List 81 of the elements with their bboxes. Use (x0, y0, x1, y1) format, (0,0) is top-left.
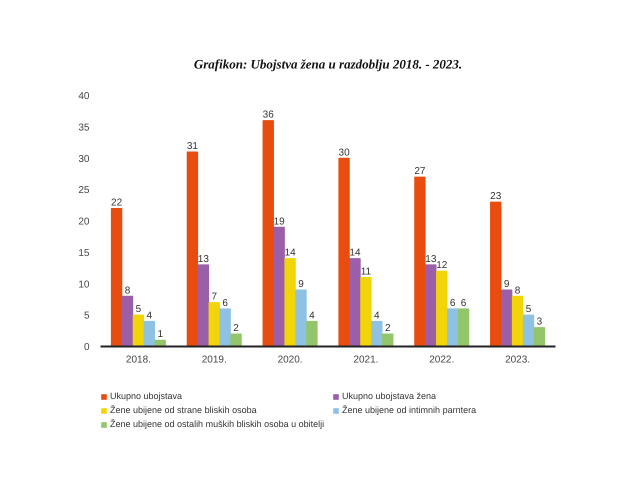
data-label: 5 (526, 304, 532, 316)
bar (154, 340, 166, 346)
y-tick-label: 15 (78, 248, 90, 259)
data-label: 22 (111, 197, 123, 208)
data-label: 13 (198, 254, 210, 265)
bar (262, 120, 274, 346)
bar (360, 276, 372, 346)
bar (534, 327, 546, 346)
data-label: 14 (349, 248, 361, 259)
bar (273, 226, 285, 346)
data-label: 27 (414, 166, 426, 178)
x-tick-label: 2020. (278, 354, 303, 366)
legend-label: Žene ubijene od strane bliskih osoba (110, 405, 258, 415)
bar (338, 158, 350, 346)
bar (208, 302, 220, 346)
bar (349, 258, 361, 346)
x-tick-label: 2021. (353, 354, 378, 366)
data-label: 31 (186, 140, 198, 152)
bar (371, 320, 383, 346)
y-tick-label: 10 (78, 279, 90, 290)
bar (382, 333, 394, 346)
y-tick-label: 20 (78, 216, 90, 228)
data-label: 11 (360, 266, 372, 278)
legend-label: Žene ubijene od intimnih parntera (342, 405, 478, 415)
bar (295, 290, 307, 346)
bar (306, 320, 318, 346)
data-label: 6 (450, 298, 456, 309)
bar (490, 202, 502, 346)
bar (230, 333, 242, 346)
bar (425, 264, 437, 346)
bar (132, 314, 144, 346)
data-label: 14 (284, 248, 296, 259)
data-label: 3 (536, 316, 543, 328)
bar (436, 270, 448, 346)
y-tick-label: 5 (84, 310, 90, 322)
y-tick-label: 30 (78, 154, 90, 165)
data-label: 1 (157, 329, 164, 340)
data-label: 8 (124, 285, 131, 296)
data-label: 4 (146, 310, 153, 322)
bar (458, 308, 470, 346)
data-label: 36 (262, 110, 274, 121)
data-label: 19 (274, 216, 286, 228)
bar (198, 264, 210, 346)
bar (522, 314, 534, 346)
data-label: 8 (514, 285, 521, 296)
data-label: 9 (298, 279, 304, 290)
data-label: 6 (222, 298, 228, 309)
bar (500, 290, 512, 346)
bar (284, 258, 296, 346)
data-label: 2 (233, 322, 240, 334)
legend-label: Ukupno ubojstava žena (342, 391, 438, 401)
data-label: 30 (338, 147, 350, 158)
y-tick-label: 35 (78, 122, 90, 134)
bar (219, 308, 231, 346)
bar (122, 296, 134, 346)
data-label: 5 (136, 304, 142, 316)
bar (144, 320, 156, 346)
chart-title: Grafikon: Ubojstva žena u razdoblju 2018. - 2023. (194, 56, 462, 72)
data-label: 13 (425, 254, 437, 265)
data-label: 2 (384, 322, 391, 334)
legend-label: Ukupno ubojstava (110, 391, 184, 401)
data-label: 7 (211, 292, 218, 303)
bar (110, 208, 122, 346)
bar (186, 151, 198, 346)
y-tick-label: 0 (84, 342, 90, 353)
data-label: 12 (436, 260, 448, 272)
data-label: 4 (374, 310, 380, 322)
bar (446, 308, 458, 346)
y-tick-label: 25 (78, 185, 90, 196)
legend-label: Žene ubijene od ostalih muških bliskih osoba u obitelji (110, 419, 326, 429)
bar (512, 296, 524, 346)
data-label: 6 (460, 298, 467, 309)
y-tick-label: 40 (78, 91, 90, 102)
x-tick-label: 2019. (202, 354, 227, 366)
data-label: 4 (309, 310, 316, 322)
x-tick-label: 2022. (429, 354, 454, 366)
data-label: 23 (490, 191, 502, 202)
x-tick-label: 2023. (505, 354, 530, 366)
x-tick-label: 2018. (126, 354, 151, 366)
data-label: 9 (504, 279, 510, 290)
bar (414, 176, 426, 346)
